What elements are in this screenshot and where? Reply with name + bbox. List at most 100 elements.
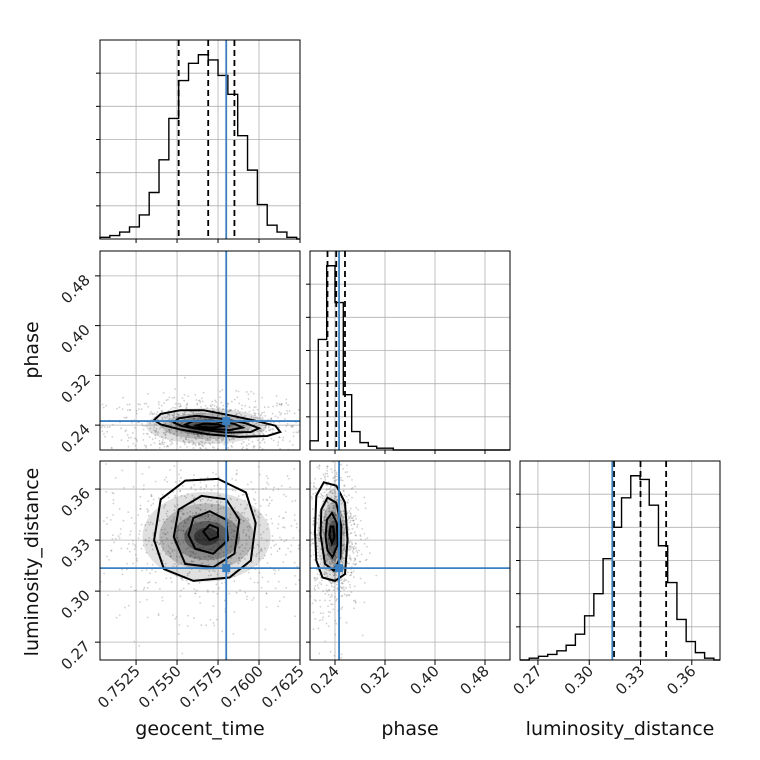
scatter-point [173,549,176,552]
scatter-point [145,598,148,601]
scatter-point [119,533,122,535]
scatter-point [229,409,231,412]
scatter-point [294,583,297,585]
scatter-point [262,557,265,560]
scatter-point [285,586,288,589]
scatter-point [163,432,166,435]
scatter-point [137,514,140,517]
scatter-point [343,579,346,582]
scatter-point [214,399,217,402]
scatter-point [316,584,319,587]
scatter-point [201,400,204,403]
scatter-point [183,376,186,379]
scatter-point [194,592,197,595]
scatter-point [329,543,331,546]
scatter-point [191,439,193,442]
scatter-point [305,532,307,534]
scatter-point [198,547,201,550]
scatter-point [223,443,226,446]
x-tick-label-luminosity-distance-0: 0.27 [509,662,545,698]
scatter-point [221,389,224,391]
scatter-point [171,550,174,553]
scatter-point [290,425,293,428]
scatter-point [152,498,155,501]
scatter-point [133,548,136,551]
scatter-point [267,406,270,408]
scatter-point [297,547,300,550]
scatter-point [335,556,338,559]
scatter-point [335,471,338,474]
scatter-point [158,456,160,458]
x-tick-label-geocent-time-1: 0.7550 [135,662,185,712]
scatter-point [241,447,244,450]
scatter-point [261,576,264,579]
scatter-point [182,413,185,416]
scatter-point [157,401,160,404]
scatter-point [203,443,206,446]
scatter-point [319,605,322,608]
scatter-point [229,497,232,500]
scatter-point [308,525,310,527]
scatter-point [198,570,201,573]
scatter-point [333,488,336,491]
scatter-point [353,523,356,525]
scatter-point [325,488,328,490]
scatter-point [339,479,342,481]
scatter-point [311,587,313,589]
scatter-point [331,571,334,573]
scatter-point [112,502,115,505]
scatter-point [243,493,245,496]
scatter-point [157,497,160,500]
scatter-point [346,571,349,574]
scatter-point [177,403,180,405]
scatter-point [104,463,107,465]
scatter-point [144,539,147,541]
scatter-point [355,562,358,565]
scatter-point [269,428,272,431]
scatter-point [334,514,337,517]
scatter-point [220,401,223,404]
x-tick-label-geocent-time-0: 0.7525 [94,662,144,712]
scatter-point [194,511,197,514]
scatter-point [317,586,320,589]
scatter-point [165,431,167,434]
scatter-point [199,498,202,501]
scatter-point [199,417,202,420]
scatter-point [197,543,200,546]
scatter-point [201,435,204,437]
scatter-point [324,555,327,557]
scatter-point [156,411,159,413]
scatter-point [325,510,327,513]
scatter-point [252,416,255,419]
scatter-point [150,411,152,413]
scatter-point [127,436,130,439]
scatter-point [323,573,325,575]
scatter-point [340,463,342,466]
scatter-point [315,536,318,539]
scatter-point [277,441,280,444]
scatter-point [163,402,165,404]
scatter-point [143,444,146,447]
scatter-point [349,540,352,543]
scatter-point [316,551,319,554]
scatter-point [249,526,251,529]
scatter-point [213,624,216,627]
scatter-point [169,431,171,434]
scatter-point [343,494,346,497]
scatter-point [201,498,204,501]
scatter-point [100,426,103,429]
scatter-point [325,452,327,454]
scatter-point [199,447,202,449]
scatter-point [356,551,359,554]
scatter-point [317,558,320,560]
scatter-point [236,396,239,399]
scatter-point [218,437,220,440]
scatter-point [265,606,268,608]
scatter-point [251,421,254,424]
scatter-point [194,394,197,396]
scatter-point [346,562,349,565]
scatter-point [91,409,93,411]
scatter-point [340,560,343,562]
histogram-geocent-time [99,54,300,240]
scatter-point [179,516,182,519]
